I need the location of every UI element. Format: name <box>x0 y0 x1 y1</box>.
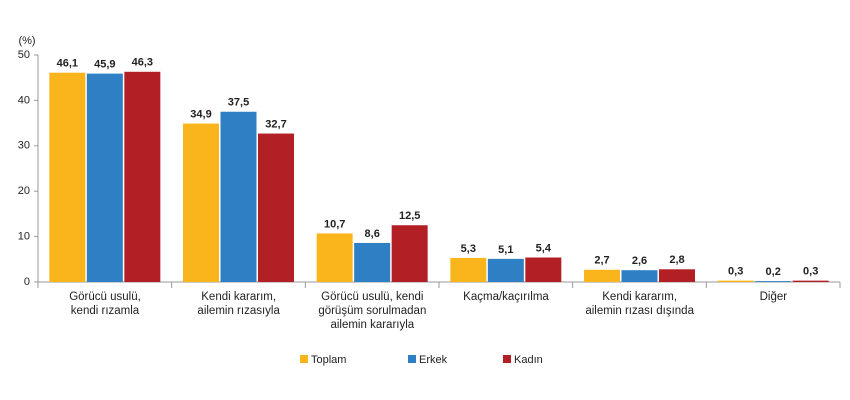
value-label: 0,3 <box>728 266 743 278</box>
y-axis-label: (%) <box>18 35 35 47</box>
value-label: 12,5 <box>399 210 420 222</box>
legend-swatch <box>503 355 511 363</box>
bar <box>354 242 391 282</box>
value-label: 34,9 <box>190 108 211 120</box>
bar <box>316 233 353 282</box>
value-label: 5,4 <box>536 242 552 254</box>
x-tick-label: Görücü usulü, kendi rızamla <box>69 291 141 317</box>
bar <box>487 258 524 282</box>
y-tick-label: 20 <box>18 185 30 197</box>
bar <box>792 280 829 282</box>
x-tick-label: Kendi kararım, ailemin rızasıyla <box>197 291 280 317</box>
value-label: 2,6 <box>632 255 647 267</box>
bar <box>450 257 487 282</box>
value-label: 0,2 <box>766 266 781 278</box>
bar <box>49 72 86 283</box>
bar <box>621 270 658 282</box>
legend-label: Toplam <box>311 354 346 366</box>
legend-swatch <box>408 355 416 363</box>
bar <box>584 269 620 282</box>
legend-swatch <box>300 355 308 363</box>
value-label: 37,5 <box>228 97 249 109</box>
value-label: 45,9 <box>94 59 115 71</box>
value-label: 10,7 <box>324 218 345 230</box>
value-label: 5,3 <box>461 243 476 255</box>
value-label: 0,3 <box>803 266 818 278</box>
bar <box>86 73 123 282</box>
bar <box>659 269 695 282</box>
y-tick-label: 50 <box>18 49 30 61</box>
bar <box>124 71 161 282</box>
value-label: 2,7 <box>594 255 609 267</box>
y-tick-label: 40 <box>18 94 30 106</box>
bar <box>755 281 792 282</box>
value-label: 32,7 <box>265 118 286 130</box>
x-tick-label: Diğer <box>759 291 788 303</box>
x-tick-label: Kendi kararım, ailemin rızası dışında <box>585 291 694 317</box>
legend-label: Erkek <box>419 354 448 366</box>
x-tick-label: Görücü usulü, kendi görüşüm sorulmadan a… <box>318 291 427 331</box>
bar <box>220 111 257 282</box>
y-tick-label: 10 <box>18 231 30 243</box>
value-label: 5,1 <box>498 244 513 256</box>
bar <box>258 133 294 282</box>
y-tick-label: 30 <box>18 140 30 152</box>
legend-label: Kadın <box>514 354 543 366</box>
value-label: 2,8 <box>669 254 684 266</box>
value-label: 46,1 <box>57 58 78 70</box>
y-tick-label: 0 <box>24 276 30 288</box>
bar <box>183 123 219 282</box>
value-label: 8,6 <box>365 228 380 240</box>
value-label: 46,3 <box>132 57 153 69</box>
x-tick-label: Kaçma/kaçırılma <box>463 291 549 303</box>
bar <box>391 225 428 282</box>
bar <box>525 257 562 282</box>
bar <box>717 280 754 282</box>
